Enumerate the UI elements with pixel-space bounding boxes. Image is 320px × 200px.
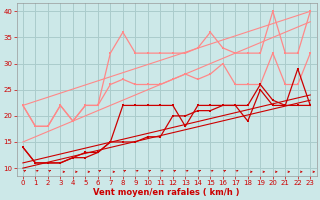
X-axis label: Vent moyen/en rafales ( km/h ): Vent moyen/en rafales ( km/h ) — [93, 188, 240, 197]
